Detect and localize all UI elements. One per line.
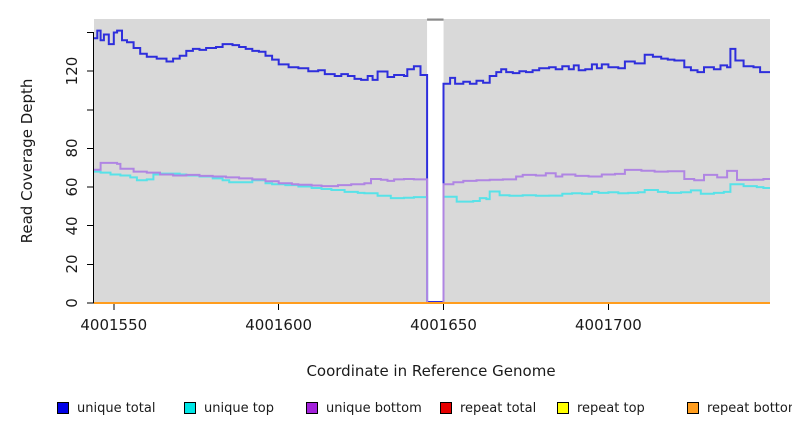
legend-label: unique top bbox=[204, 400, 275, 416]
x-tick-label: 4001550 bbox=[80, 316, 148, 334]
legend-item-repeat-total: repeat total bbox=[440, 400, 536, 416]
legend-label: unique total bbox=[77, 400, 156, 416]
coverage-gap-cap bbox=[427, 18, 444, 21]
legend-swatch-unique-bottom bbox=[306, 402, 318, 414]
coverage-gap-strip bbox=[427, 18, 444, 303]
y-tick-label: 20 bbox=[63, 254, 81, 274]
legend-label: repeat top bbox=[577, 400, 645, 416]
legend-label: repeat bottom bbox=[707, 400, 792, 416]
legend-swatch-repeat-bottom bbox=[687, 402, 699, 414]
legend-item-unique-top: unique top bbox=[184, 400, 274, 416]
y-tick-label: 0 bbox=[63, 298, 81, 308]
coverage-gap-rect bbox=[427, 19, 444, 303]
legend-label: repeat total bbox=[460, 400, 537, 416]
series-line-unique-total bbox=[94, 29, 770, 303]
legend-swatch-repeat-top bbox=[557, 402, 569, 414]
legend-item-unique-total: unique total bbox=[57, 400, 155, 416]
y-tick-label: 120 bbox=[63, 56, 81, 86]
y-tick-label: 60 bbox=[63, 177, 81, 197]
y-axis-title: Read Coverage Depth bbox=[18, 78, 36, 244]
series-line-unique-bottom bbox=[94, 161, 770, 304]
legend-swatch-repeat-total bbox=[440, 402, 452, 414]
x-tick-label: 4001600 bbox=[245, 316, 313, 334]
legend-swatch-unique-total bbox=[57, 402, 69, 414]
legend-item-repeat-bottom: repeat bottom bbox=[687, 400, 792, 416]
legend-label: unique bottom bbox=[326, 400, 422, 416]
x-tick-label: 4001650 bbox=[410, 316, 477, 334]
legend-item-unique-bottom: unique bottom bbox=[306, 400, 422, 416]
x-axis-title: Coordinate in Reference Genome bbox=[306, 362, 556, 380]
series-lines bbox=[94, 29, 770, 304]
axis-ticks bbox=[87, 32, 609, 310]
x-tick-label: 4001700 bbox=[575, 316, 642, 334]
legend-item-repeat-top: repeat top bbox=[557, 400, 645, 416]
legend-swatch-unique-top bbox=[184, 402, 196, 414]
y-tick-label: 80 bbox=[63, 138, 81, 158]
y-tick-label: 40 bbox=[63, 216, 81, 236]
